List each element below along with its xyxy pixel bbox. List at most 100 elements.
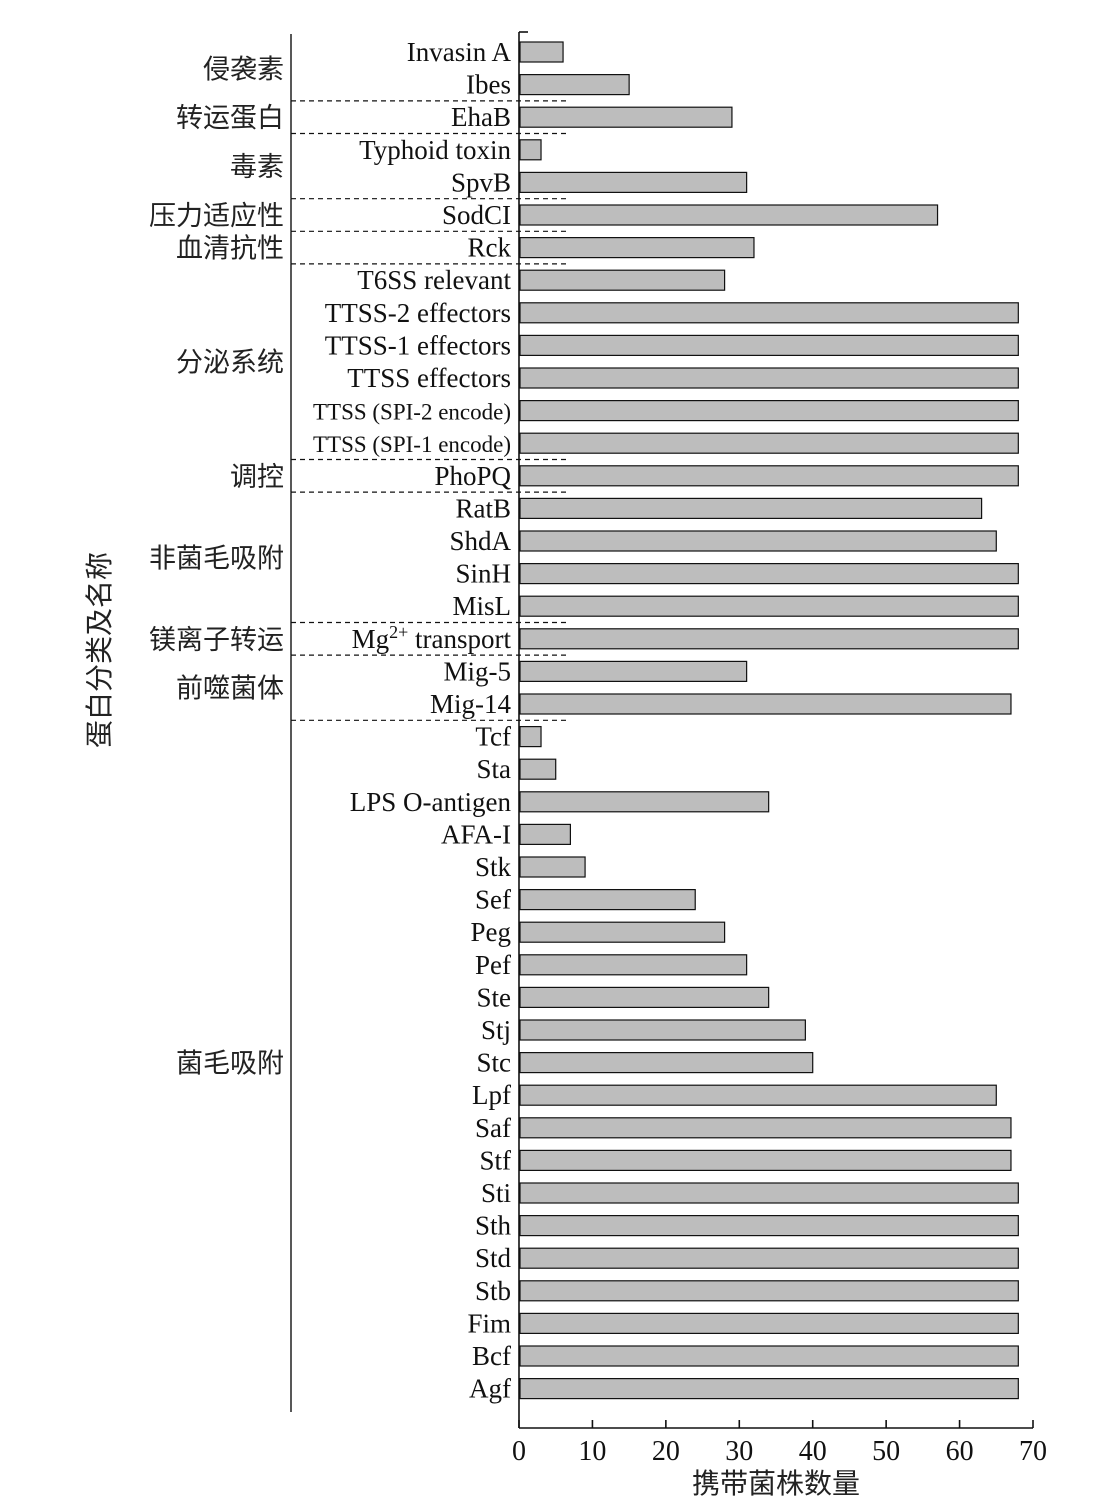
category-label-sef: Sef xyxy=(475,885,511,915)
group-label-10: 菌毛吸附 xyxy=(176,1049,284,1080)
category-label-tcf: Tcf xyxy=(475,722,511,752)
group-label-8: 镁离子转运 xyxy=(149,625,284,656)
bars-layer xyxy=(519,41,1019,1400)
category-label-stj: Stj xyxy=(481,1015,511,1045)
category-label-lpf: Lpf xyxy=(472,1080,511,1110)
bar-std xyxy=(519,1247,1019,1269)
category-label-fim: Fim xyxy=(467,1308,511,1338)
bar-fim xyxy=(519,1312,1019,1335)
bar-stc xyxy=(519,1051,814,1074)
bar-sth xyxy=(519,1214,1019,1237)
category-label-ttss-1-effectors: TTSS-1 effectors xyxy=(325,330,511,360)
category-label-misl: MisL xyxy=(452,591,511,621)
category-label-ttss-effectors: TTSS effectors xyxy=(347,363,511,393)
bar-sef xyxy=(519,888,696,911)
category-label-t6ss-relevant: T6SS relevant xyxy=(357,265,511,295)
bar-misl xyxy=(519,595,1019,617)
category-label-sti: Sti xyxy=(481,1178,511,1208)
bar-ttss-effectors xyxy=(519,367,1019,389)
category-label-sodci: SodCI xyxy=(442,200,511,230)
category-label-ehab: EhaB xyxy=(451,102,511,132)
bar-sti xyxy=(519,1182,1019,1204)
group-label-1: 转运蛋白 xyxy=(176,103,284,134)
bar-mig-5 xyxy=(519,660,748,683)
bar-bcf xyxy=(519,1345,1019,1367)
x-tick-label-6: 60 xyxy=(946,1436,974,1467)
category-label-agf: Agf xyxy=(469,1374,511,1404)
category-label-ste: Ste xyxy=(476,982,511,1012)
category-label-mig-14: Mig-14 xyxy=(430,689,512,719)
x-tick-label-0: 0 xyxy=(512,1436,526,1467)
bar-ttss-2-effectors xyxy=(519,302,1019,324)
category-label-ttss-2-effectors: TTSS-2 effectors xyxy=(325,298,511,328)
bar-ste xyxy=(519,986,770,1009)
category-label-phopq: PhoPQ xyxy=(434,461,511,491)
bar-stf xyxy=(519,1149,1012,1172)
bar-sinh xyxy=(519,562,1019,585)
bar-tcf xyxy=(519,725,542,748)
bar-pef xyxy=(519,954,748,976)
bar-afa-i xyxy=(519,823,572,846)
category-label-sth: Sth xyxy=(475,1211,512,1241)
bar-ttss-spi-2-encode xyxy=(519,400,1019,422)
category-label-ttss-spi-2-encode: TTSS (SPI-2 encode) xyxy=(313,400,511,425)
category-label-lps-o-antigen: LPS O-antigen xyxy=(350,787,512,817)
x-tick-label-1: 10 xyxy=(578,1436,606,1467)
bar-lpf xyxy=(519,1084,997,1106)
bar-t6ss-relevant xyxy=(519,269,726,291)
bar-spvb xyxy=(519,171,748,193)
category-label-std: Std xyxy=(475,1243,512,1273)
bar-stb xyxy=(519,1280,1019,1302)
bar-typhoid-toxin xyxy=(519,139,542,161)
category-label-mg2-transport: Mg2+ transport xyxy=(352,622,512,654)
category-label-shda: ShdA xyxy=(449,526,511,556)
bar-sodci xyxy=(519,204,939,226)
group-label-4: 血清抗性 xyxy=(176,234,284,265)
bar-ibes xyxy=(519,73,630,96)
bar-ttss-1-effectors xyxy=(519,334,1019,356)
category-label-peg: Peg xyxy=(471,917,512,947)
category-label-stf: Stf xyxy=(479,1145,511,1175)
group-label-5: 分泌系统 xyxy=(176,348,284,379)
x-axis xyxy=(518,31,1033,1429)
category-label-stb: Stb xyxy=(475,1276,511,1306)
bar-invasin-a xyxy=(519,41,564,63)
category-label-typhoid-toxin: Typhoid toxin xyxy=(359,135,511,165)
bar-mg2-transport xyxy=(519,628,1019,650)
bar-ttss-spi-1-encode xyxy=(519,432,1019,454)
group-label-6: 调控 xyxy=(230,462,284,493)
category-label-invasin-a: Invasin A xyxy=(407,37,512,67)
category-label-mig-5: Mig-5 xyxy=(444,656,512,686)
category-label-ibes: Ibes xyxy=(466,70,511,100)
bar-agf xyxy=(519,1377,1019,1400)
y-axis-title: 蛋白分类及名称 xyxy=(83,552,116,748)
group-label-9: 前噬菌体 xyxy=(176,674,284,705)
x-tick-label-7: 70 xyxy=(1019,1436,1047,1467)
category-label-spvb: SpvB xyxy=(451,167,511,197)
category-label-sta: Sta xyxy=(476,754,511,784)
x-tick-label-2: 20 xyxy=(652,1436,680,1467)
category-label-ttss-spi-1-encode: TTSS (SPI-1 encode) xyxy=(313,432,511,457)
category-label-afa-i: AFA-I xyxy=(441,819,511,849)
group-label-0: 侵袭素 xyxy=(203,54,284,85)
category-label-saf: Saf xyxy=(475,1113,511,1143)
bar-mig-14 xyxy=(519,693,1012,715)
x-tick-layer: 0 10 20 30 40 50 60 70 xyxy=(512,1420,1047,1467)
category-label-ratb: RatB xyxy=(455,493,511,523)
bar-stk xyxy=(519,856,586,878)
category-label-rck: Rck xyxy=(468,233,512,263)
bar-lps-o-antigen xyxy=(519,791,770,813)
group-label-3: 压力适应性 xyxy=(149,201,284,232)
bar-saf xyxy=(519,1117,1012,1139)
bar-rck xyxy=(519,237,755,259)
bar-sta xyxy=(519,758,557,780)
bar-shda xyxy=(519,530,997,552)
category-label-stc: Stc xyxy=(476,1048,511,1078)
bar-ehab xyxy=(519,106,733,128)
bar-phopq xyxy=(519,465,1019,487)
x-tick-label-5: 50 xyxy=(872,1436,900,1467)
bar-stj xyxy=(519,1019,806,1041)
group-label-2: 毒素 xyxy=(230,152,284,183)
